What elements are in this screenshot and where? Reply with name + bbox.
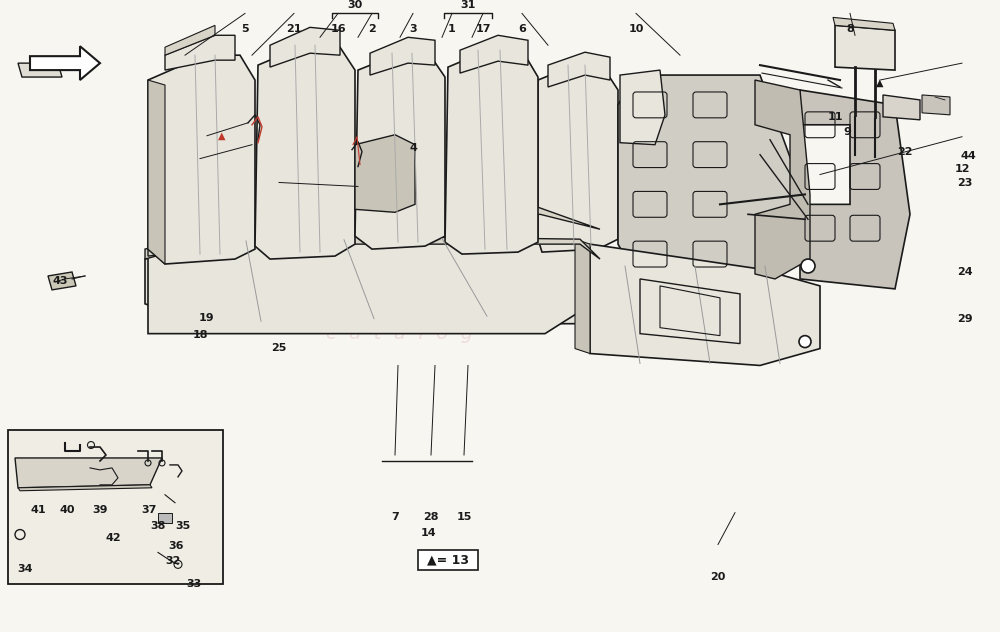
Polygon shape (548, 52, 610, 87)
Polygon shape (460, 35, 528, 73)
Polygon shape (575, 239, 590, 353)
Text: ▲: ▲ (876, 78, 884, 88)
Text: 14: 14 (421, 528, 437, 538)
Text: 3: 3 (409, 23, 417, 33)
Text: 23: 23 (957, 178, 973, 188)
Polygon shape (148, 204, 600, 256)
Polygon shape (445, 50, 538, 254)
FancyBboxPatch shape (8, 430, 223, 584)
Polygon shape (148, 80, 165, 264)
Text: 12: 12 (954, 164, 970, 174)
FancyBboxPatch shape (418, 550, 478, 571)
Circle shape (801, 259, 815, 273)
Polygon shape (165, 25, 215, 55)
Text: s  e  a  t  a  l  f  a: s e a t a l f a (256, 279, 544, 308)
Polygon shape (883, 95, 920, 120)
Text: 35: 35 (175, 521, 191, 532)
Text: 34: 34 (17, 564, 33, 574)
Text: 30: 30 (347, 1, 363, 11)
Text: 18: 18 (192, 331, 208, 340)
Text: 25: 25 (271, 343, 287, 353)
Text: 20: 20 (710, 572, 726, 581)
Text: 33: 33 (186, 579, 202, 588)
Text: ▲: ▲ (218, 131, 226, 141)
Polygon shape (15, 458, 162, 488)
Text: 44: 44 (960, 150, 976, 161)
Text: 6: 6 (518, 23, 526, 33)
Polygon shape (618, 75, 800, 279)
Polygon shape (835, 25, 895, 70)
Text: 42: 42 (105, 533, 121, 543)
Text: 36: 36 (168, 541, 184, 551)
Polygon shape (145, 244, 600, 324)
Polygon shape (255, 46, 355, 259)
Polygon shape (30, 46, 100, 80)
Polygon shape (590, 244, 820, 365)
Text: 1: 1 (448, 23, 456, 33)
Polygon shape (270, 27, 340, 67)
Text: c  a  t  a  l  o  g: c a t a l o g (326, 324, 474, 343)
Polygon shape (158, 513, 172, 523)
Polygon shape (148, 214, 600, 334)
Text: 5: 5 (241, 23, 249, 33)
Text: 21: 21 (286, 23, 302, 33)
Text: 28: 28 (423, 512, 439, 522)
Text: 7: 7 (391, 512, 399, 522)
Polygon shape (355, 53, 445, 249)
Text: 10: 10 (628, 23, 644, 33)
Text: 29: 29 (957, 314, 973, 324)
Text: 15: 15 (456, 512, 472, 522)
Text: 39: 39 (92, 505, 108, 515)
Polygon shape (538, 65, 618, 252)
Text: 31: 31 (460, 1, 476, 11)
Text: 22: 22 (897, 147, 913, 157)
Polygon shape (18, 63, 62, 77)
Text: 40: 40 (59, 505, 75, 515)
Text: ▲= 13: ▲= 13 (427, 554, 469, 566)
Polygon shape (620, 70, 665, 145)
Circle shape (799, 336, 811, 348)
Text: 19: 19 (199, 313, 215, 324)
Text: 38: 38 (150, 521, 166, 532)
Text: 4: 4 (409, 143, 417, 153)
Polygon shape (355, 135, 415, 212)
Text: 11: 11 (827, 112, 843, 121)
Text: 32: 32 (165, 556, 181, 566)
Polygon shape (145, 234, 600, 259)
Polygon shape (833, 18, 895, 30)
Polygon shape (370, 37, 435, 75)
Text: 43: 43 (52, 276, 68, 286)
Text: 16: 16 (330, 23, 346, 33)
Text: 8: 8 (846, 23, 854, 33)
Text: 9: 9 (843, 127, 851, 137)
Polygon shape (755, 80, 810, 279)
Polygon shape (18, 485, 152, 491)
Text: 37: 37 (141, 505, 157, 515)
Text: 41: 41 (30, 505, 46, 515)
Text: 17: 17 (475, 23, 491, 33)
Polygon shape (800, 90, 910, 289)
Polygon shape (148, 55, 255, 264)
Text: 2: 2 (368, 23, 376, 33)
Polygon shape (165, 35, 235, 70)
Polygon shape (922, 95, 950, 115)
Text: 24: 24 (957, 267, 973, 277)
Polygon shape (48, 272, 76, 290)
